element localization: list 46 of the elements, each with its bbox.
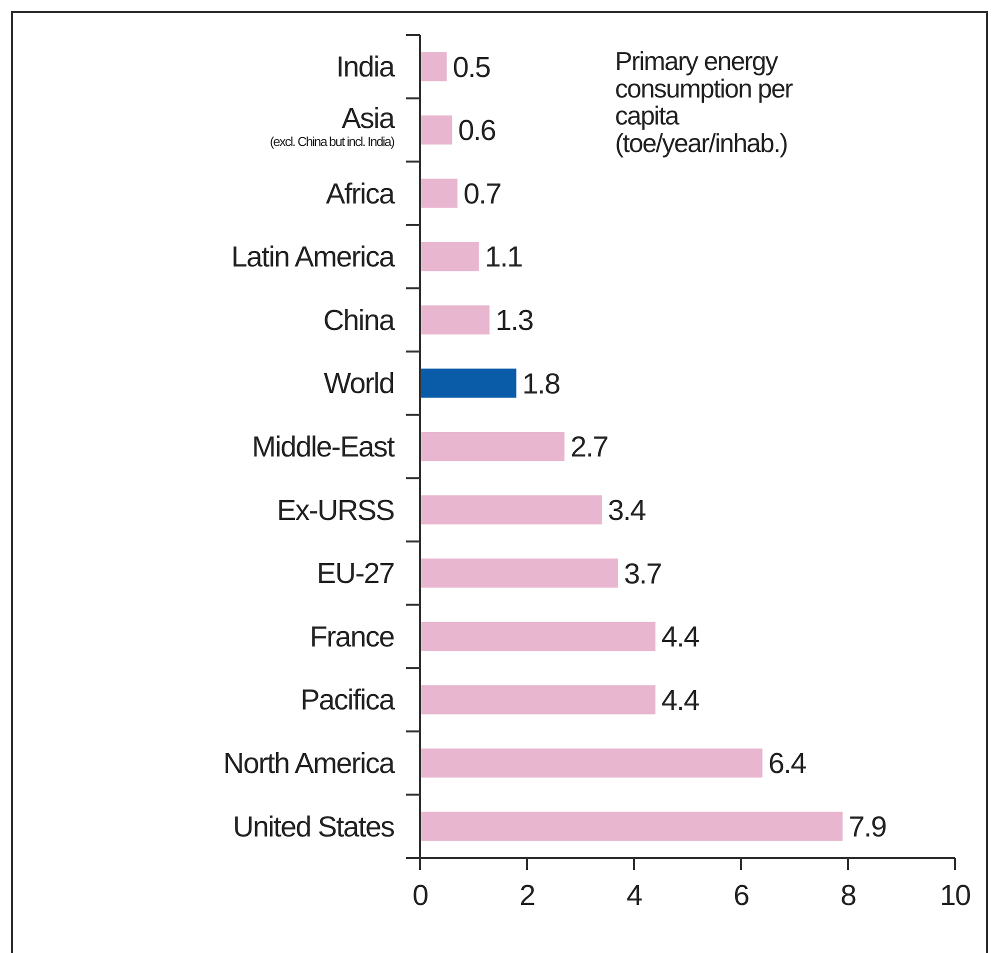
bar	[420, 748, 762, 778]
y-tick-label: Africa	[326, 178, 396, 210]
bar	[420, 432, 564, 462]
bar	[420, 812, 843, 841]
y-tick-label: Middle-East	[252, 432, 395, 464]
bar	[420, 115, 452, 145]
x-tick-label: 4	[626, 880, 642, 912]
y-tick-label: World	[324, 368, 394, 400]
bar	[420, 368, 516, 398]
bar	[420, 242, 479, 272]
bar	[420, 685, 656, 714]
bar	[420, 52, 447, 82]
data-label: 7.9	[848, 811, 886, 844]
x-tick-label: 6	[733, 880, 749, 912]
x-tick-label: 0	[412, 880, 428, 912]
y-tick-label: Pacifica	[300, 684, 396, 717]
data-label: 4.4	[661, 622, 700, 654]
y-tick-label: Asia (excl. China but incl. India)	[270, 102, 396, 149]
bar	[420, 495, 602, 524]
data-label: 3.7	[624, 558, 662, 590]
x-tick-label: 8	[840, 880, 856, 912]
data-label: 0.6	[458, 115, 496, 148]
y-tick-label: India	[336, 52, 396, 84]
y-tick-label: Ex-URSS	[276, 494, 395, 527]
bar	[420, 305, 490, 334]
data-label: 2.7	[570, 432, 608, 464]
data-label: 4.4	[661, 684, 700, 717]
data-label: 1.3	[496, 305, 533, 338]
data-label: 1.1	[484, 242, 522, 274]
y-tick-label: France	[310, 621, 394, 654]
data-label: 3.4	[608, 494, 646, 527]
data-label: 6.4	[768, 748, 807, 780]
x-tick-label: 2	[519, 880, 535, 912]
x-tick-label: 10	[940, 880, 970, 912]
data-label: 0.5	[452, 52, 490, 84]
y-tick-label: Latin America	[231, 242, 396, 274]
y-tick-label: North America	[223, 748, 396, 780]
bar	[420, 622, 656, 651]
bar	[420, 178, 458, 208]
y-tick-label: United States	[232, 811, 394, 844]
y-tick-label: EU-27	[316, 558, 394, 590]
text: Primary energy consumption per capita (toe/year/inhab.)	[615, 46, 794, 158]
bar	[420, 558, 618, 588]
data-label: 1.8	[522, 368, 560, 400]
y-tick-label: China	[323, 304, 396, 337]
data-label: 0.7	[463, 178, 501, 210]
